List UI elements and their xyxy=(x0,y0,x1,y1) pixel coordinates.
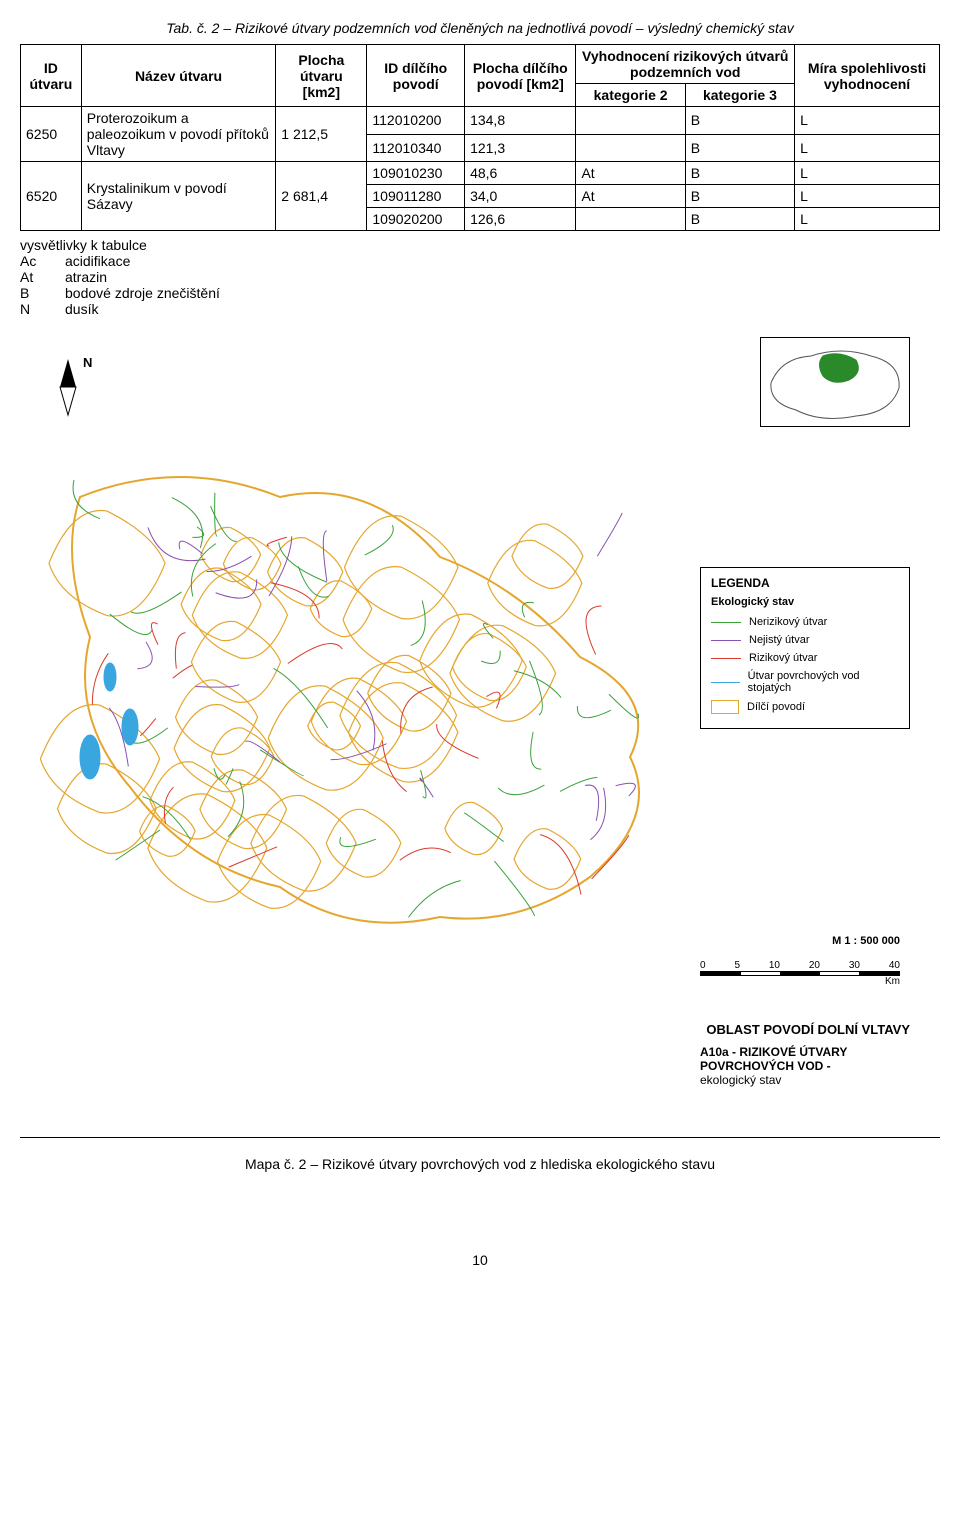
map-svg xyxy=(20,417,700,1057)
map-region-title: OBLAST POVODÍ DOLNÍ VLTAVY xyxy=(706,1022,910,1037)
th-id: ID útvaru xyxy=(21,45,82,107)
map-inset xyxy=(760,337,910,427)
th-vyhod: Vyhodnocení rizikových útvarů podzemních… xyxy=(576,45,795,84)
table-row: 6250Proterozoikum a paleozoikum v povodí… xyxy=(21,107,940,135)
th-nazev: Název útvaru xyxy=(81,45,276,107)
table-title: Tab. č. 2 – Rizikové útvary podzemních v… xyxy=(20,20,940,36)
legend-item: Nejistý útvar xyxy=(711,634,899,646)
map-subcode: A10a - RIZIKOVÉ ÚTVARY POVRCHOVÝCH VOD -… xyxy=(700,1045,910,1087)
th-iddil: ID dílčího povodí xyxy=(367,45,465,107)
notes-row: Atatrazin xyxy=(20,269,940,285)
legend-item: Dílčí povodí xyxy=(711,700,899,714)
notes-row: Acacidifikace xyxy=(20,253,940,269)
notes-row: Bbodové zdroje znečištění xyxy=(20,285,940,301)
th-plocha: Plocha útvaru [km2] xyxy=(276,45,367,107)
notes-title: vysvětlivky k tabulce xyxy=(20,237,940,253)
data-table: ID útvaru Název útvaru Plocha útvaru [km… xyxy=(20,44,940,231)
map-scalebar: 0510203040 Km xyxy=(700,960,900,987)
page-number: 10 xyxy=(20,1252,940,1268)
map-legend: LEGENDA Ekologický stav Nerizikový útvar… xyxy=(700,567,910,729)
th-mira: Míra spolehlivosti vyhodnocení xyxy=(795,45,940,107)
legend-item: Nerizikový útvar xyxy=(711,616,899,628)
horizontal-rule xyxy=(20,1137,940,1138)
th-k3: kategorie 3 xyxy=(685,84,794,107)
legend-item: Útvar povrchových vod stojatých xyxy=(711,670,899,694)
map-figure: N LEGENDA Ekologický stav Nerizikový útv… xyxy=(20,337,940,1107)
figure-caption: Mapa č. 2 – Rizikové útvary povrchových … xyxy=(20,1156,940,1172)
compass-n: N xyxy=(83,355,92,370)
map-scale-text: M 1 : 500 000 xyxy=(832,935,900,947)
table-row: 6520Krystalinikum v povodí Sázavy2 681,4… xyxy=(21,162,940,185)
legend-subtitle: Ekologický stav xyxy=(711,596,899,608)
table-notes: vysvětlivky k tabulce AcacidifikaceAtatr… xyxy=(20,237,940,317)
notes-row: Ndusík xyxy=(20,301,940,317)
th-k2: kategorie 2 xyxy=(576,84,685,107)
legend-title: LEGENDA xyxy=(711,576,899,590)
th-plochadil: Plocha dílčího povodí [km2] xyxy=(465,45,576,107)
legend-item: Rizikový útvar xyxy=(711,652,899,664)
